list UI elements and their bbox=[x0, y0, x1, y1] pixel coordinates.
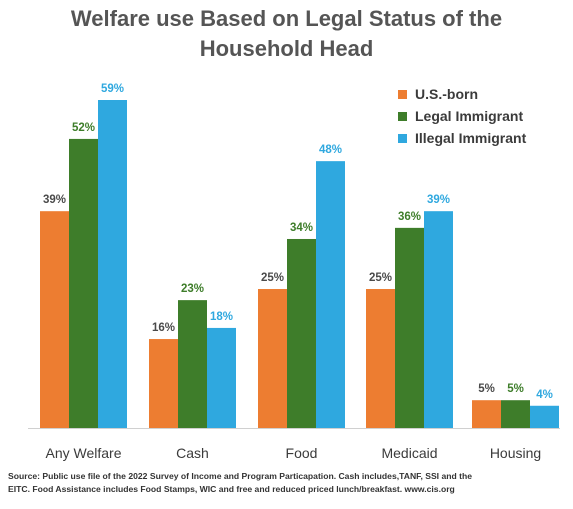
data-label-housing-u-s-born: 5% bbox=[478, 383, 495, 395]
legend-label-legal-immigrant: Legal Immigrant bbox=[415, 108, 524, 124]
bar-any-welfare-illegal-immigrant bbox=[98, 100, 127, 428]
legend-item-us-born: U.S.-born bbox=[398, 83, 526, 105]
category-label-any-welfare: Any Welfare bbox=[46, 445, 122, 461]
bar-medicaid-u-s-born bbox=[366, 289, 395, 428]
legend-item-illegal-immigrant: Illegal Immigrant bbox=[398, 127, 526, 149]
legend-swatch-legal-immigrant bbox=[398, 111, 407, 121]
legend-swatch-us-born bbox=[398, 89, 407, 99]
chart-legend: U.S.-born Legal Immigrant Illegal Immigr… bbox=[398, 83, 526, 149]
data-label-food-illegal-immigrant: 48% bbox=[319, 144, 342, 156]
data-label-cash-illegal-immigrant: 18% bbox=[210, 311, 233, 323]
bar-housing-illegal-immigrant bbox=[530, 405, 559, 428]
data-label-any-welfare-u-s-born: 39% bbox=[43, 194, 66, 206]
source-note-line-2: EITC. Food Assistance includes Food Stam… bbox=[8, 484, 455, 494]
bar-cash-illegal-immigrant bbox=[207, 327, 236, 428]
legend-label-us-born: U.S.-born bbox=[415, 86, 478, 102]
chart-title-line-1: Welfare use Based on Legal Status of the bbox=[70, 6, 503, 31]
category-label-medicaid: Medicaid bbox=[381, 445, 437, 461]
bar-any-welfare-u-s-born bbox=[40, 211, 69, 428]
chart-title: Welfare use Based on Legal Status of the… bbox=[0, 4, 573, 64]
legend-label-illegal-immigrant: Illegal Immigrant bbox=[415, 130, 527, 146]
bar-any-welfare-legal-immigrant bbox=[69, 138, 98, 428]
data-label-medicaid-illegal-immigrant: 39% bbox=[427, 194, 450, 206]
data-label-medicaid-u-s-born: 25% bbox=[369, 272, 392, 284]
bar-cash-legal-immigrant bbox=[178, 300, 207, 428]
bar-housing-legal-immigrant bbox=[501, 400, 530, 428]
source-note: Source: Public use file of the 2022 Surv… bbox=[8, 470, 568, 496]
data-label-cash-u-s-born: 16% bbox=[152, 322, 175, 334]
source-note-line-1: Source: Public use file of the 2022 Surv… bbox=[8, 471, 473, 481]
category-label-housing: Housing bbox=[490, 445, 541, 461]
legend-item-legal-immigrant: Legal Immigrant bbox=[398, 105, 526, 127]
bar-medicaid-illegal-immigrant bbox=[424, 211, 453, 428]
data-label-cash-legal-immigrant: 23% bbox=[181, 283, 204, 295]
category-label-food: Food bbox=[286, 445, 318, 461]
data-label-food-legal-immigrant: 34% bbox=[290, 222, 313, 234]
bar-food-legal-immigrant bbox=[287, 238, 316, 428]
bar-food-u-s-born bbox=[258, 289, 287, 428]
bar-food-illegal-immigrant bbox=[316, 161, 345, 429]
legend-swatch-illegal-immigrant bbox=[398, 133, 407, 143]
category-label-cash: Cash bbox=[176, 445, 209, 461]
chart-title-line-2: Household Head bbox=[199, 36, 374, 61]
bar-housing-u-s-born bbox=[472, 400, 501, 428]
bar-cash-u-s-born bbox=[149, 339, 178, 428]
data-label-food-u-s-born: 25% bbox=[261, 272, 284, 284]
data-label-medicaid-legal-immigrant: 36% bbox=[398, 211, 421, 223]
data-label-any-welfare-legal-immigrant: 52% bbox=[72, 122, 95, 134]
data-label-housing-legal-immigrant: 5% bbox=[507, 383, 524, 395]
data-label-any-welfare-illegal-immigrant: 59% bbox=[101, 83, 124, 95]
bar-medicaid-legal-immigrant bbox=[395, 227, 424, 428]
data-label-housing-illegal-immigrant: 4% bbox=[536, 389, 553, 401]
